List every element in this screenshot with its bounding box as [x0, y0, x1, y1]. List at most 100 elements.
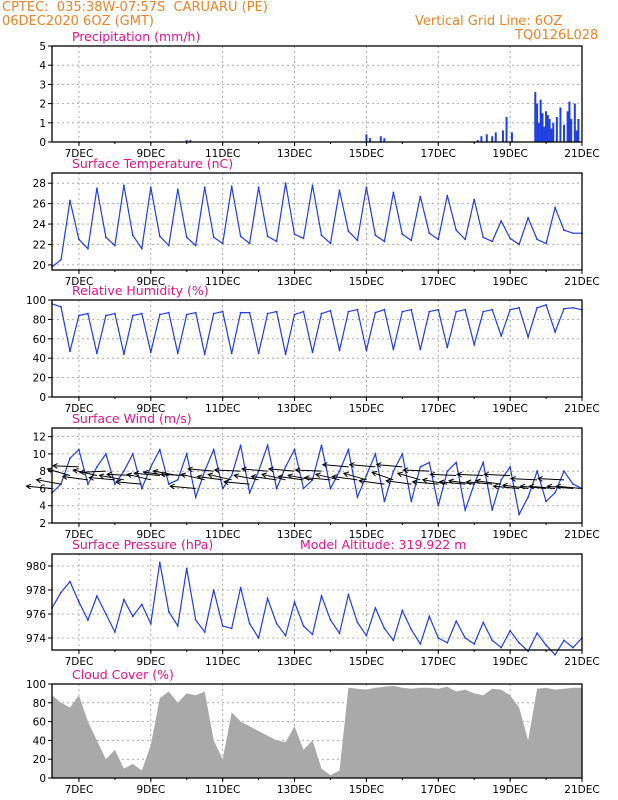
- series-point: [518, 243, 521, 246]
- wind-arrow-head: [126, 472, 133, 479]
- series-point: [140, 603, 143, 606]
- series-point: [122, 470, 125, 473]
- wind-arrow: [287, 474, 313, 481]
- series-point: [158, 235, 161, 238]
- series-point: [87, 312, 89, 315]
- wind-arrow: [116, 481, 142, 485]
- series-point: [311, 351, 314, 354]
- series-point: [248, 311, 251, 314]
- wind-arrow-head: [429, 471, 436, 478]
- series-point: [527, 335, 530, 338]
- y-tick-label: 40: [33, 735, 46, 747]
- wind-arrow: [127, 473, 151, 481]
- wind-arrow-head: [159, 471, 166, 478]
- series-point: [365, 634, 368, 637]
- wind-arrow: [422, 479, 448, 485]
- series-point: [302, 237, 305, 240]
- series-point: [545, 500, 547, 503]
- series-point: [365, 349, 368, 352]
- series-point: [320, 312, 323, 315]
- series-point: [257, 186, 260, 189]
- series-point: [239, 444, 242, 447]
- panel-frame: [51, 172, 583, 271]
- series-point: [410, 500, 413, 503]
- series-point: [149, 465, 152, 468]
- series-point: [383, 627, 386, 630]
- series-point: [230, 627, 233, 630]
- precip-bar: [550, 128, 553, 142]
- x-tick-label: 19DEC: [492, 656, 527, 668]
- series-point: [149, 622, 152, 625]
- wind-arrow-head: [555, 483, 562, 490]
- series-point: [482, 461, 485, 464]
- series-point: [437, 504, 440, 507]
- series-point: [419, 195, 422, 198]
- precip-bar: [559, 107, 562, 142]
- wind-arrow: [214, 469, 241, 472]
- series-point: [509, 465, 512, 468]
- series-point: [320, 595, 323, 597]
- series-point: [284, 182, 287, 185]
- series-point: [518, 306, 521, 309]
- series-point: [482, 310, 485, 313]
- x-tick-label: 17DEC: [421, 276, 456, 288]
- wind-arrow-head: [260, 472, 267, 479]
- precip-bar: [369, 138, 371, 142]
- series-point: [266, 444, 269, 447]
- wind-arrow-head: [475, 478, 481, 485]
- series-point: [302, 310, 305, 313]
- wind-arrow-head: [321, 462, 328, 468]
- precip-bar: [494, 132, 497, 142]
- series-point: [500, 646, 503, 649]
- series-point: [131, 234, 134, 237]
- series-point: [96, 465, 98, 468]
- series-point: [113, 244, 116, 247]
- series-point: [113, 483, 116, 486]
- precip-bar: [575, 130, 578, 142]
- series-point: [284, 465, 287, 468]
- x-tick-label: 11DEC: [205, 276, 240, 288]
- series-point: [347, 448, 350, 451]
- series-point: [194, 496, 197, 498]
- wind-arrow-head: [213, 467, 220, 474]
- precip-bar: [543, 126, 546, 142]
- series-point: [554, 653, 556, 656]
- series-point: [78, 238, 80, 241]
- x-tick-label: 13DEC: [277, 403, 312, 415]
- x-tick-label: 7DEC: [65, 276, 94, 288]
- series-point: [356, 308, 359, 311]
- x-tick-label: 13DEC: [277, 784, 312, 796]
- series-point: [419, 465, 422, 468]
- wind-arrow: [73, 469, 98, 476]
- series-point: [176, 352, 179, 355]
- series-point: [482, 621, 485, 624]
- y-tick-label: 26: [33, 199, 47, 211]
- precip-bar: [365, 134, 368, 142]
- series-point: [374, 453, 377, 455]
- y-tick-label: 4: [39, 60, 46, 72]
- series-point: [329, 242, 332, 245]
- wind-arrow-head: [233, 473, 240, 479]
- wind-arrow-head: [342, 471, 349, 478]
- series-point: [428, 615, 431, 618]
- precip-bar: [536, 103, 539, 142]
- series-point: [365, 186, 368, 189]
- series-point: [104, 453, 107, 455]
- x-tick-label: 7DEC: [65, 529, 94, 541]
- y-tick-label: 980: [26, 561, 46, 573]
- wind-arrow: [223, 481, 250, 485]
- series-point: [248, 622, 251, 625]
- wind-arrow-head: [314, 472, 321, 479]
- series-point: [572, 306, 574, 309]
- wind-arrow: [268, 468, 295, 472]
- series-point: [338, 632, 341, 635]
- wind-arrow: [376, 464, 403, 468]
- series-point: [392, 470, 395, 473]
- series-point: [356, 239, 359, 242]
- x-tick-label: 7DEC: [65, 148, 94, 160]
- series-point: [446, 346, 449, 349]
- series-point: [545, 644, 547, 647]
- y-tick-label: 976: [26, 609, 46, 621]
- wind-arrow: [53, 465, 79, 468]
- series-point: [185, 453, 188, 455]
